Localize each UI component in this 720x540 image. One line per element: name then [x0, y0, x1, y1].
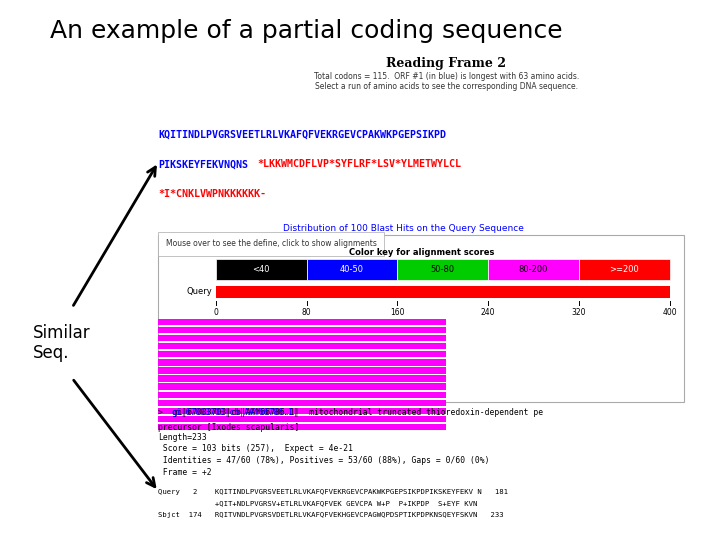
Bar [158, 392, 446, 398]
Text: 400: 400 [662, 308, 677, 317]
Text: 40-50: 40-50 [340, 265, 364, 274]
Text: >  gi|67083703|cb|AAY66786.1|  mitochondrial truncated thioredoxin-dependent pe: > gi|67083703|cb|AAY66786.1| mitochondri… [158, 408, 544, 417]
Bar [488, 259, 579, 280]
Bar [158, 335, 446, 341]
Bar [158, 400, 446, 406]
Bar [397, 259, 488, 280]
Bar [579, 259, 670, 280]
Text: 0: 0 [214, 308, 218, 317]
Text: Color key for alignment scores: Color key for alignment scores [348, 247, 494, 256]
Bar [158, 359, 446, 366]
Text: 80: 80 [302, 308, 312, 317]
Bar [158, 367, 446, 374]
Bar [158, 383, 446, 390]
Bar [158, 416, 446, 422]
Text: Length=233: Length=233 [158, 433, 207, 442]
Bar [307, 259, 397, 280]
Text: 320: 320 [572, 308, 586, 317]
Bar [158, 375, 446, 382]
Text: <40: <40 [253, 265, 270, 274]
Text: An example of a partial coding sequence: An example of a partial coding sequence [50, 19, 563, 43]
Text: Similar
Seq.: Similar Seq. [32, 323, 90, 362]
Text: Identities = 47/60 (78%), Positives = 53/60 (88%), Gaps = 0/60 (0%): Identities = 47/60 (78%), Positives = 53… [158, 456, 490, 465]
Bar [158, 424, 446, 430]
Text: *LKKWMCDFLVP*SYFLRF*LSV*YLMETWYLCL: *LKKWMCDFLVP*SYFLRF*LSV*YLMETWYLCL [258, 159, 462, 170]
Text: 160: 160 [390, 308, 405, 317]
Text: 240: 240 [481, 308, 495, 317]
Text: >=200: >=200 [609, 265, 639, 274]
Text: Mouse over to see the define, click to show alignments: Mouse over to see the define, click to s… [166, 239, 377, 248]
Text: KQITINDLPVGRSVEETLRLVKAFQFVEKRGEVCPAKWKPGEPSIKPD: KQITINDLPVGRSVEETLRLVKAFQFVEKRGEVCPAKWKP… [158, 130, 446, 140]
Bar [216, 286, 670, 298]
Text: Distribution of 100 Blast Hits on the Query Sequence: Distribution of 100 Blast Hits on the Qu… [283, 224, 523, 233]
Text: 80-200: 80-200 [519, 265, 548, 274]
FancyBboxPatch shape [158, 235, 684, 402]
Text: precursor [Ixodes scapularis]: precursor [Ixodes scapularis] [158, 423, 300, 432]
Bar [158, 319, 446, 325]
Text: *I*CNKLVWPNKKKKKK-: *I*CNKLVWPNKKKKKK- [158, 189, 266, 199]
Text: PIKSKEYFEKVNQNS: PIKSKEYFEKVNQNS [158, 159, 248, 170]
Text: Select a run of amino acids to see the corresponding DNA sequence.: Select a run of amino acids to see the c… [315, 82, 578, 91]
Text: Score = 103 bits (257),  Expect = 4e-21: Score = 103 bits (257), Expect = 4e-21 [158, 444, 354, 454]
Text: Sbjct  174   RQITVNDLPVGRSVDETLRLVKAFQFVEKHGEVCPAGWQPDSPTIKPDPKNSQEYFSKVN   233: Sbjct 174 RQITVNDLPVGRSVDETLRLVKAFQFVEKH… [158, 512, 504, 518]
Text: Query: Query [186, 287, 212, 296]
Text: Reading Frame 2: Reading Frame 2 [387, 57, 506, 70]
Text: Total codons = 115.  ORF #1 (in blue) is longest with 63 amino acids.: Total codons = 115. ORF #1 (in blue) is … [314, 72, 579, 81]
Text: Query   2    KQITINDLPVGRSVEETLRLVKAFQFVEKRGEVCPAKWKPGEPSIKPDPIKSKEYFEKV N   181: Query 2 KQITINDLPVGRSVEETLRLVKAFQFVEKRGE… [158, 489, 508, 495]
Text: +QIT+NDLPVGRSV+ETLRLVKAFQFVEK GEVCPA W+P  P+IKPDP  S+EYF KVN: +QIT+NDLPVGRSV+ETLRLVKAFQFVEK GEVCPA W+P… [158, 501, 478, 507]
Bar [216, 259, 307, 280]
Text: Frame = +2: Frame = +2 [158, 468, 212, 477]
Bar [158, 408, 446, 414]
Text: 50-80: 50-80 [431, 265, 455, 274]
Bar [158, 343, 446, 349]
Bar [158, 327, 446, 333]
Bar [158, 351, 446, 357]
Text: gi|67083703|cb|AAY66786.1|: gi|67083703|cb|AAY66786.1| [171, 408, 298, 417]
